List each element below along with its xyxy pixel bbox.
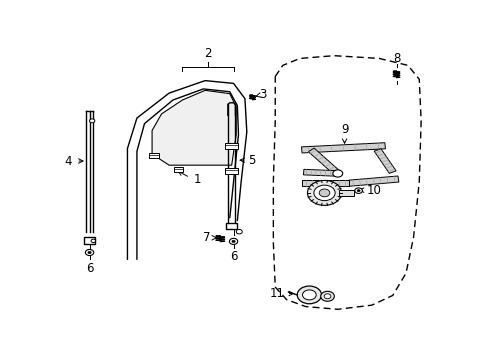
Text: 7: 7 xyxy=(202,231,210,244)
Circle shape xyxy=(332,170,342,177)
Circle shape xyxy=(313,185,334,201)
Bar xyxy=(225,223,237,229)
Text: 9: 9 xyxy=(340,123,347,136)
Circle shape xyxy=(229,238,237,244)
Polygon shape xyxy=(373,149,395,173)
Circle shape xyxy=(89,119,95,123)
Circle shape xyxy=(302,290,316,300)
Circle shape xyxy=(319,189,329,197)
Text: 4: 4 xyxy=(64,154,72,167)
Polygon shape xyxy=(301,180,348,186)
Text: 3: 3 xyxy=(255,88,266,101)
Circle shape xyxy=(236,229,242,234)
Circle shape xyxy=(307,180,341,205)
Circle shape xyxy=(88,251,91,254)
Text: 10: 10 xyxy=(366,184,380,197)
Text: 11: 11 xyxy=(269,287,284,300)
Text: 8: 8 xyxy=(392,52,399,65)
Bar xyxy=(149,153,158,158)
Polygon shape xyxy=(308,148,340,175)
Bar xyxy=(224,168,238,174)
Circle shape xyxy=(85,249,94,256)
Circle shape xyxy=(324,294,330,299)
Text: 6: 6 xyxy=(85,262,93,275)
Text: 6: 6 xyxy=(229,250,237,263)
Bar xyxy=(224,143,238,149)
Polygon shape xyxy=(152,90,236,165)
Polygon shape xyxy=(301,143,385,153)
Circle shape xyxy=(356,190,359,192)
Circle shape xyxy=(320,291,334,301)
Circle shape xyxy=(91,239,96,243)
Polygon shape xyxy=(348,176,398,186)
Polygon shape xyxy=(303,169,337,176)
Text: 2: 2 xyxy=(204,47,211,60)
Text: 1: 1 xyxy=(193,172,201,185)
Bar xyxy=(338,190,353,196)
Circle shape xyxy=(297,286,321,304)
Bar xyxy=(174,167,183,172)
Circle shape xyxy=(231,240,235,243)
Circle shape xyxy=(354,188,362,193)
Text: 5: 5 xyxy=(248,154,255,167)
Bar xyxy=(84,237,95,244)
